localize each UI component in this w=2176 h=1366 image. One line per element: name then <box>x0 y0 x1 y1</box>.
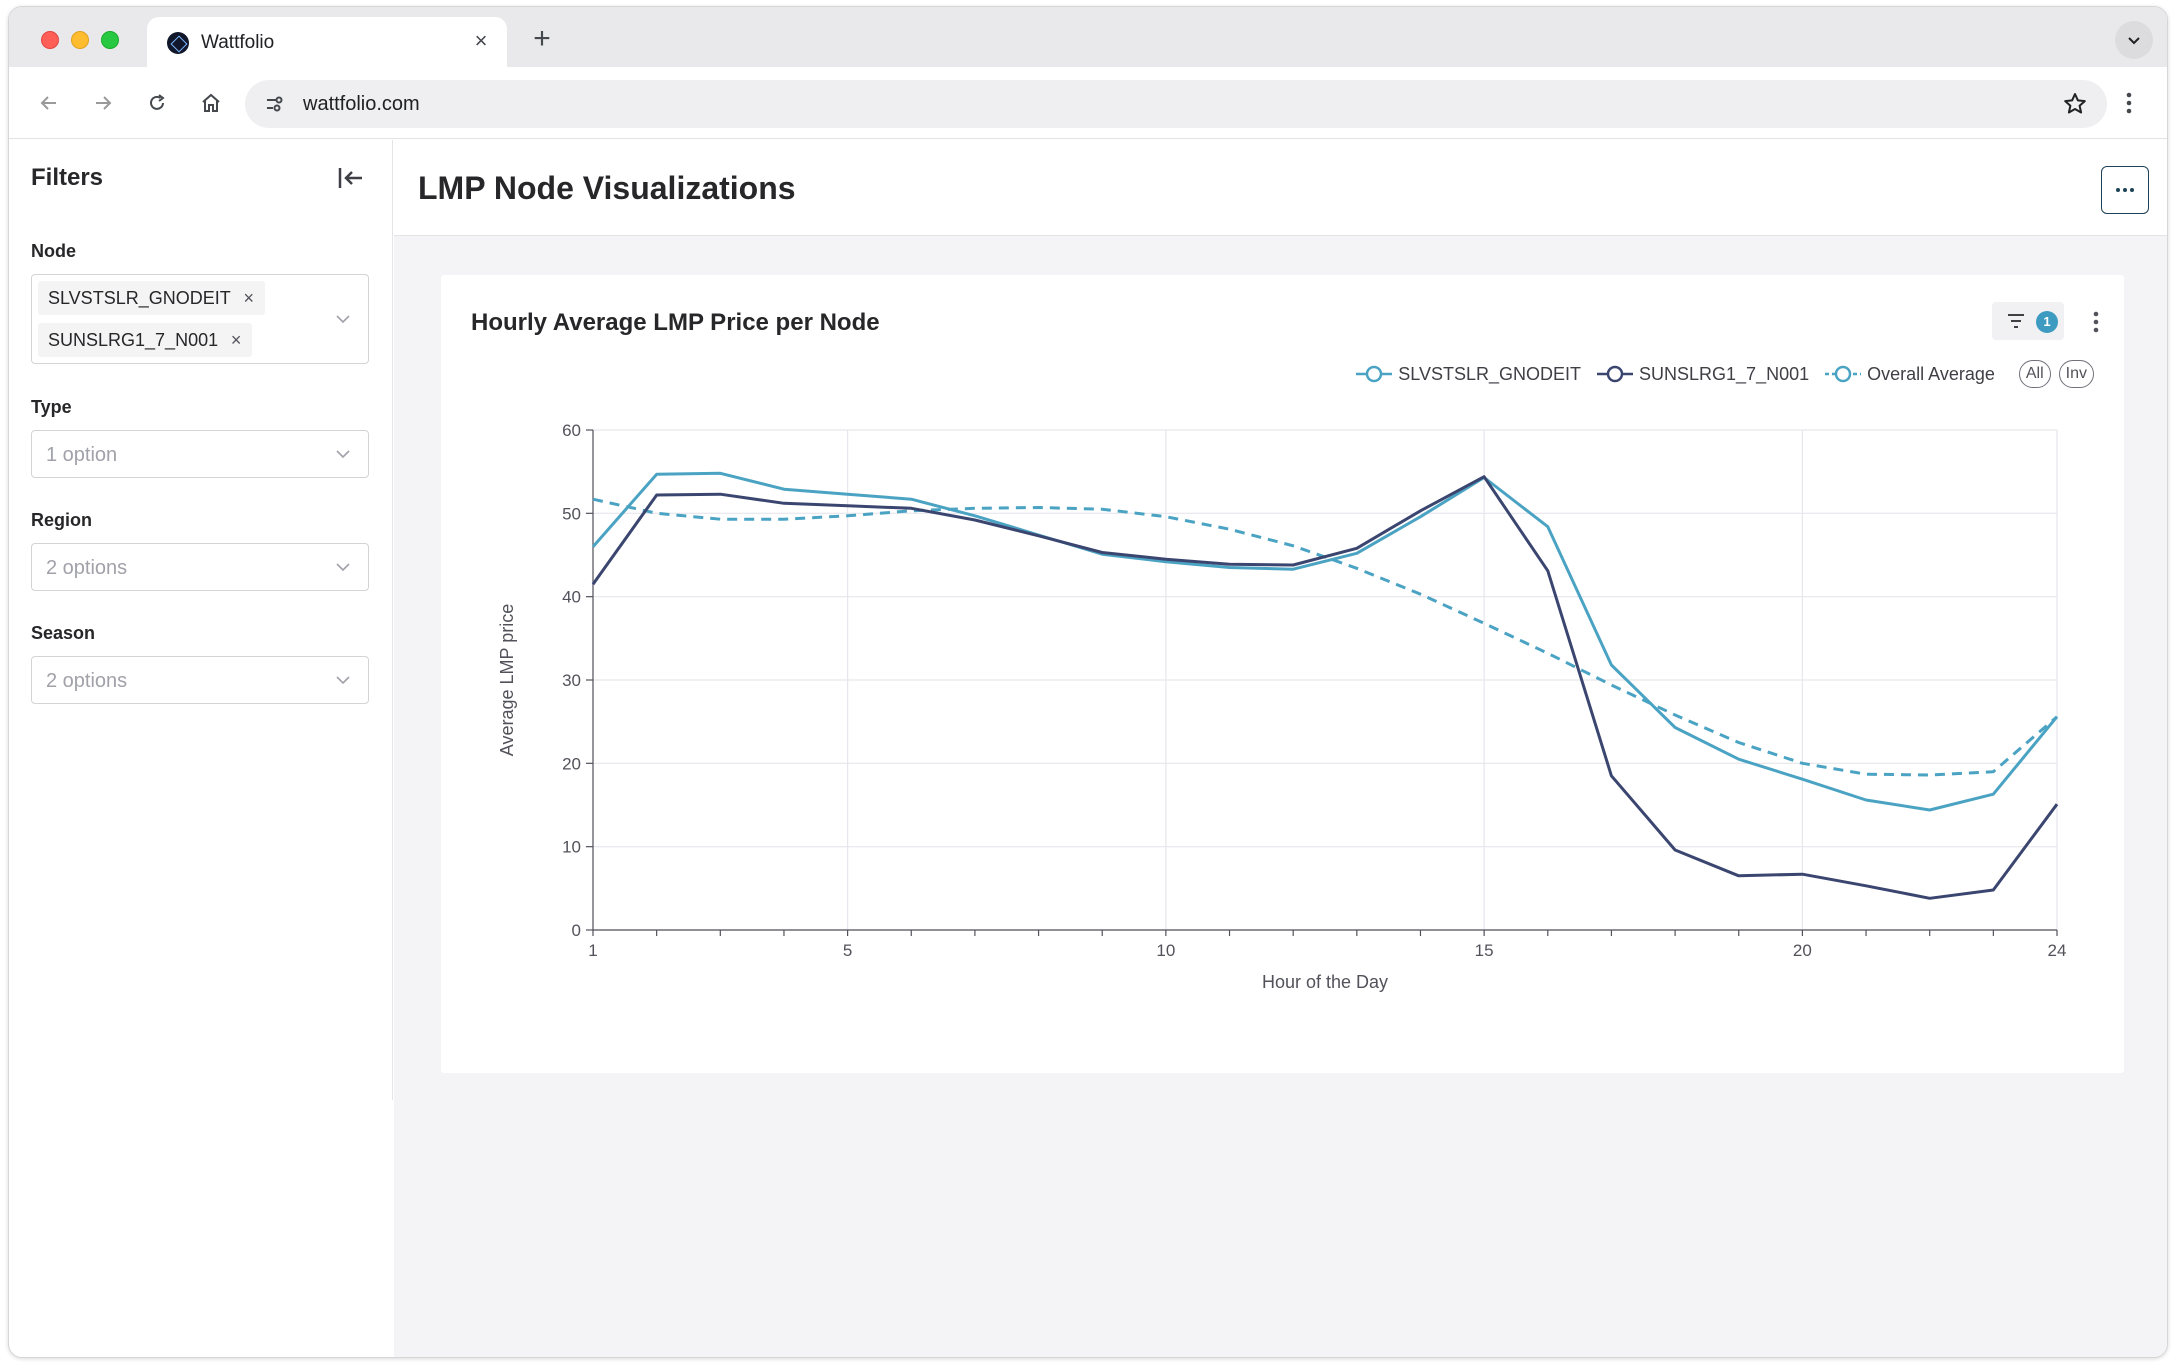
legend-label: Overall Average <box>1867 363 1995 384</box>
x-tick-label: 10 <box>1156 941 1175 960</box>
series-line-sunslrg1-7-n001 <box>591 475 2059 900</box>
season-select[interactable]: 2 options <box>31 656 369 704</box>
season-label: Season <box>31 623 96 643</box>
series-line-slvstslr-gnodeit <box>591 471 2059 812</box>
chart-title: Hourly Average LMP Price per Node <box>471 309 880 336</box>
y-tick-label: 50 <box>562 504 581 523</box>
bookmark-star-icon[interactable] <box>2061 90 2089 118</box>
chevron-down-icon[interactable] <box>334 310 352 328</box>
collapse-left-icon <box>338 168 362 188</box>
series-line-overall-average <box>592 497 2058 777</box>
reload-icon <box>150 94 165 110</box>
page-header: LMP Node Visualizations <box>394 140 2167 236</box>
type-select[interactable]: 1 option <box>31 430 369 478</box>
legend-item[interactable]: SUNSLRG1_7_N001 <box>1597 364 1809 385</box>
y-axis-title: Average LMP price <box>497 604 517 756</box>
legend-item[interactable]: Overall Average <box>1825 364 1995 385</box>
chart-legend: SLVSTSLR_GNODEIT SUNSLRG1_7_N001 Overall… <box>1356 359 2094 389</box>
filter-icon <box>2008 314 2024 328</box>
wattfolio-favicon-icon <box>167 32 189 54</box>
node-chip-label: SUNSLRG1_7_N001 <box>48 330 219 350</box>
y-tick-label: 40 <box>562 588 581 607</box>
chevron-down-icon <box>2128 37 2140 45</box>
new-tab-button[interactable]: + <box>533 22 551 55</box>
address-bar[interactable]: wattfolio.com <box>245 80 2107 128</box>
legend-item[interactable]: SLVSTSLR_GNODEIT <box>1356 364 1581 385</box>
region-placeholder: 2 options <box>46 557 128 579</box>
back-button[interactable] <box>31 85 67 121</box>
legend-all-button[interactable]: All <box>2018 360 2051 388</box>
x-tick-label: 15 <box>1475 941 1494 960</box>
node-chip: SLVSTSLR_GNODEIT × <box>38 281 265 315</box>
x-tick-label: 1 <box>588 941 597 960</box>
season-placeholder: 2 options <box>46 670 128 692</box>
type-placeholder: 1 option <box>46 444 118 466</box>
chart-card: Hourly Average LMP Price per Node 1 SLVS… <box>441 275 2124 1073</box>
filters-sidebar: Filters Node SLVSTSLR_GNODEIT × SUNSLRG1… <box>9 140 393 1100</box>
filter-count-badge: 1 <box>2036 311 2058 333</box>
url-text: wattfolio.com <box>303 93 420 115</box>
tab-strip: Wattfolio × + <box>9 7 2167 67</box>
region-select[interactable]: 2 options <box>31 543 369 591</box>
type-label: Type <box>31 397 72 417</box>
y-tick-label: 20 <box>562 754 581 773</box>
collapse-sidebar-button[interactable] <box>333 160 369 196</box>
page-title: LMP Node Visualizations <box>418 170 796 206</box>
node-label: Node <box>31 241 76 261</box>
legend-marker-icon <box>1825 365 1862 383</box>
browser-menu-button[interactable] <box>2111 85 2147 121</box>
legend-marker-icon <box>1597 365 1634 383</box>
browser-window: Wattfolio × + wattfolio.com <box>8 6 2168 1358</box>
remove-chip-icon[interactable]: × <box>243 288 254 308</box>
node-chip-label: SLVSTSLR_GNODEIT <box>48 288 231 308</box>
node-multiselect[interactable]: SLVSTSLR_GNODEIT × SUNSLRG1_7_N001 × <box>31 274 369 364</box>
site-settings-icon[interactable] <box>263 92 287 116</box>
more-vertical-icon <box>2093 311 2099 333</box>
y-tick-label: 10 <box>562 838 581 857</box>
arrow-left-icon <box>40 96 56 110</box>
page-more-button[interactable] <box>2101 166 2149 214</box>
minimize-window-button[interactable] <box>71 31 89 49</box>
close-window-button[interactable] <box>41 31 59 49</box>
legend-label: SUNSLRG1_7_N001 <box>1639 363 1810 384</box>
more-horizontal-icon <box>2116 188 2134 192</box>
arrow-right-icon <box>96 96 112 110</box>
more-vertical-icon <box>2126 92 2132 114</box>
region-label: Region <box>31 510 92 530</box>
chevron-down-icon <box>336 563 350 572</box>
y-tick-label: 30 <box>562 671 581 690</box>
chart-menu-button[interactable] <box>2081 305 2111 339</box>
filters-title: Filters <box>31 164 104 191</box>
node-chip: SUNSLRG1_7_N001 × <box>38 323 253 357</box>
x-tick-label: 24 <box>2048 941 2067 960</box>
main-content: LMP Node Visualizations Hourly Average L… <box>394 140 2167 1357</box>
tab-title: Wattfolio <box>201 32 275 53</box>
x-tick-label: 5 <box>843 941 852 960</box>
x-tick-label: 20 <box>1793 941 1812 960</box>
home-icon <box>202 93 220 112</box>
y-tick-label: 0 <box>572 921 581 940</box>
tab-search-button[interactable] <box>2115 21 2153 59</box>
reload-button[interactable] <box>139 85 175 121</box>
y-tick-label: 60 <box>562 421 581 440</box>
chevron-down-icon <box>336 676 350 685</box>
home-button[interactable] <box>193 85 229 121</box>
forward-button[interactable] <box>85 85 121 121</box>
browser-tab[interactable]: Wattfolio × <box>147 17 507 67</box>
x-axis-title: Hour of the Day <box>1262 972 1388 992</box>
close-tab-icon[interactable]: × <box>474 28 488 53</box>
maximize-window-button[interactable] <box>101 31 119 49</box>
legend-marker-icon <box>1356 365 1393 383</box>
browser-toolbar: wattfolio.com <box>9 67 2167 139</box>
legend-invert-button[interactable]: Inv <box>2058 360 2094 388</box>
remove-chip-icon[interactable]: × <box>230 330 242 350</box>
legend-label: SLVSTSLR_GNODEIT <box>1398 363 1582 384</box>
chevron-down-icon <box>336 450 350 459</box>
chart-filter-button[interactable]: 1 <box>1992 302 2064 340</box>
